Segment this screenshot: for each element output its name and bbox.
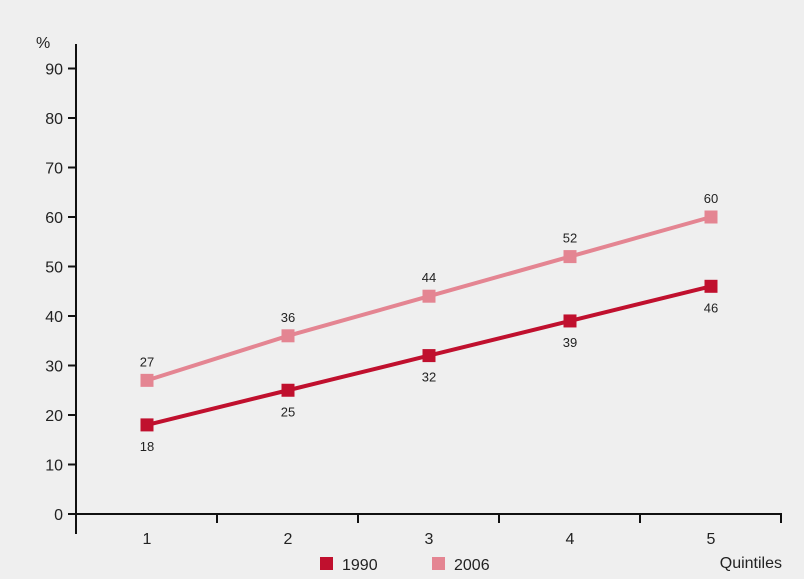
x-tick-label: 2 bbox=[284, 531, 293, 548]
y-tick-label: 90 bbox=[45, 62, 63, 79]
data-point-2006 bbox=[281, 329, 295, 343]
data-label-1990: 18 bbox=[140, 439, 154, 454]
x-axis-label: Quintiles bbox=[720, 555, 782, 572]
legend: 1990 2006 bbox=[320, 557, 490, 574]
legend-label-2006: 2006 bbox=[454, 557, 490, 574]
data-label-1990: 32 bbox=[422, 370, 436, 385]
y-tick-label: 20 bbox=[45, 408, 63, 425]
data-label-2006: 44 bbox=[422, 270, 436, 285]
y-tick-label: 60 bbox=[45, 210, 63, 227]
data-label-2006: 27 bbox=[140, 354, 154, 369]
data-point-1990 bbox=[422, 349, 436, 363]
legend-swatch-2006 bbox=[432, 557, 445, 570]
data-point-2006 bbox=[704, 210, 718, 224]
labels-layer: 18 25 32 39 46 27 36 44 52 60 bbox=[140, 191, 718, 454]
data-label-1990: 25 bbox=[281, 404, 295, 419]
y-tick-label: 50 bbox=[45, 260, 63, 277]
data-point-1990 bbox=[281, 383, 295, 397]
data-point-1990 bbox=[563, 314, 577, 328]
y-tick-label: 0 bbox=[54, 507, 63, 524]
x-tick-label: 4 bbox=[566, 531, 575, 548]
y-tick-label: 40 bbox=[45, 309, 63, 326]
data-label-1990: 39 bbox=[563, 335, 577, 350]
data-label-2006: 60 bbox=[704, 191, 718, 206]
data-point-1990 bbox=[140, 418, 154, 432]
y-tick-label: 70 bbox=[45, 161, 63, 178]
y-tick-label: 30 bbox=[45, 359, 63, 376]
data-point-2006 bbox=[563, 250, 577, 264]
y-tick-label: 80 bbox=[45, 111, 63, 128]
data-point-2006 bbox=[140, 373, 154, 387]
y-tick-label: 10 bbox=[45, 458, 63, 475]
x-tick-label: 3 bbox=[425, 531, 434, 548]
y-axis-label: % bbox=[36, 35, 50, 52]
data-point-2006 bbox=[422, 289, 436, 303]
data-point-1990 bbox=[704, 279, 718, 293]
x-tick-label: 1 bbox=[143, 531, 152, 548]
series-layer bbox=[140, 210, 718, 432]
data-label-2006: 36 bbox=[281, 310, 295, 325]
legend-label-1990: 1990 bbox=[342, 557, 378, 574]
data-label-2006: 52 bbox=[563, 231, 577, 246]
data-label-1990: 46 bbox=[704, 300, 718, 315]
x-tick-label: 5 bbox=[707, 531, 716, 548]
legend-swatch-1990 bbox=[320, 557, 333, 570]
